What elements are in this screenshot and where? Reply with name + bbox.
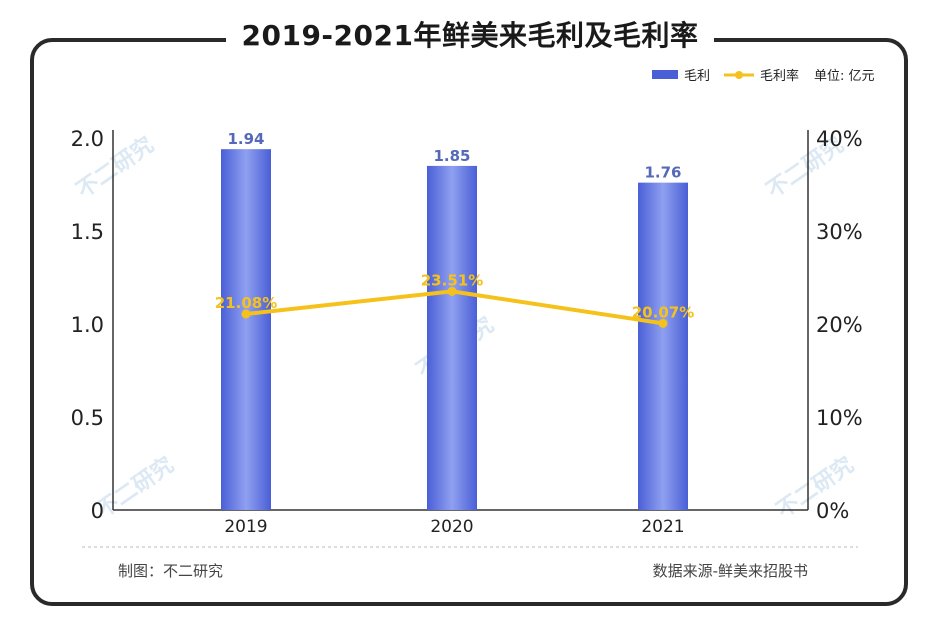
left-tick-label: 1.0 [71, 313, 104, 337]
bar [427, 165, 477, 510]
chart-title: 2019-2021年鲜美来毛利及毛利率 [225, 14, 715, 58]
line-value-label: 23.51% [421, 271, 483, 289]
right-tick-label: 10% [816, 406, 863, 430]
line-value-label: 21.08% [215, 294, 277, 312]
x-tick-label: 2021 [641, 517, 684, 537]
footer-source: 数据来源-鲜美来招股书 [652, 562, 808, 580]
left-tick-label: 2.0 [71, 127, 104, 151]
x-tick-label: 2019 [224, 517, 267, 537]
legend-line-marker [735, 71, 743, 79]
right-tick-label: 0% [816, 499, 849, 523]
line-value-label: 20.07% [632, 303, 694, 321]
legend-unit: 单位: 亿元 [814, 69, 875, 84]
bar-value-label: 1.94 [227, 130, 264, 148]
bar [221, 149, 271, 510]
legend-bar-label: 毛利 [684, 69, 710, 84]
right-tick-label: 40% [816, 127, 863, 151]
left-tick-label: 0.5 [71, 406, 104, 430]
line-point [447, 286, 457, 296]
footer-credit: 制图：不二研究 [118, 562, 224, 580]
left-tick-label: 1.5 [71, 220, 104, 244]
legend-bar-swatch [652, 70, 678, 79]
x-tick-label: 2020 [430, 517, 473, 537]
left-tick-label: 0 [91, 499, 104, 523]
title-container: 2019-2021年鲜美来毛利及毛利率 [0, 14, 940, 58]
bar-value-label: 1.85 [433, 147, 470, 165]
right-tick-label: 20% [816, 313, 863, 337]
legend-line-label: 毛利率 [760, 68, 799, 84]
bar [638, 182, 688, 510]
bar-value-label: 1.76 [644, 164, 681, 182]
line-point [658, 318, 668, 328]
line-point [241, 309, 251, 319]
right-tick-label: 30% [816, 220, 863, 244]
